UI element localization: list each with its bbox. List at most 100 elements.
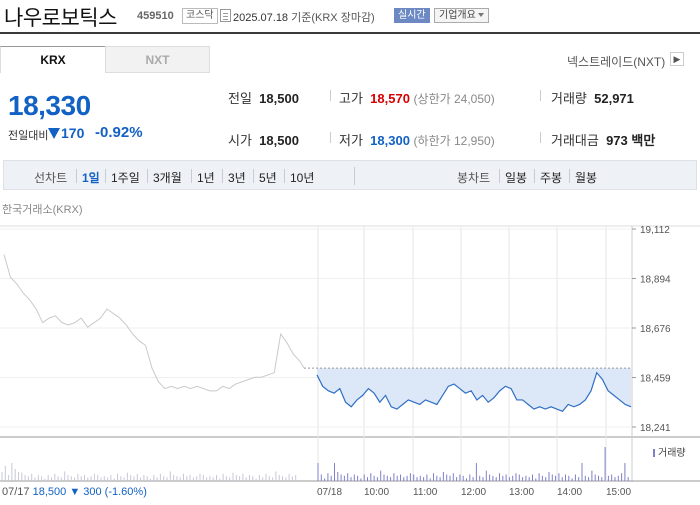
divider xyxy=(105,169,106,183)
divider xyxy=(330,132,331,143)
period-5y[interactable]: 5년 xyxy=(259,171,277,185)
y-tick-label: 18,894 xyxy=(640,275,671,286)
nextrade-link[interactable]: 넥스트레이드(NXT) xyxy=(567,55,666,69)
date-info: 2025.07.18 기준(KRX 장마감) xyxy=(233,9,375,25)
change-percent: -0.92% xyxy=(95,124,143,141)
stat-value: 18,570 xyxy=(370,91,410,106)
period-3y[interactable]: 3년 xyxy=(228,171,246,185)
stat-unit: 백만 xyxy=(631,133,656,148)
y-tick-label: 18,241 xyxy=(640,423,671,434)
current-price: 18,330 xyxy=(8,90,91,121)
divider xyxy=(540,132,541,143)
volume-bars xyxy=(1,447,629,481)
y-tick-label: 18,459 xyxy=(640,374,671,385)
chevron-down-icon xyxy=(477,13,484,18)
stock-header: 나우로보틱스 459510 코스닥 2025.07.18 기준(KRX 장마감)… xyxy=(0,0,700,34)
summary-change-pct: (-1.60%) xyxy=(104,486,147,498)
period-3m[interactable]: 3개월 xyxy=(153,171,182,185)
y-tick-label: 18,676 xyxy=(640,324,671,335)
stat-open: 시가 18,500 xyxy=(228,130,299,149)
volume-legend: 거래량 xyxy=(653,444,686,459)
candle-chart-label: 봉차트 xyxy=(457,171,491,185)
change-label: 전일대비 xyxy=(8,130,49,142)
chevron-right-icon[interactable]: ▶ xyxy=(670,52,684,66)
line-chart-label: 선차트 xyxy=(34,171,68,185)
divider xyxy=(569,169,570,183)
date-suffix: 기준(KRX 장마감) xyxy=(291,12,375,24)
stat-label: 시가 xyxy=(228,133,252,148)
tab-nxt[interactable]: NXT xyxy=(105,46,210,73)
candle-monthly[interactable]: 월봉 xyxy=(575,171,598,185)
divider xyxy=(222,169,223,183)
x-tick-label: 11:00 xyxy=(413,487,438,498)
stat-value: 18,300 xyxy=(370,133,410,148)
divider xyxy=(284,169,285,183)
volume-legend-label: 거래량 xyxy=(658,448,686,459)
calendar-icon xyxy=(220,9,231,22)
stat-value: 18,500 xyxy=(259,91,299,106)
x-tick-label: 14:00 xyxy=(557,487,582,498)
prev-day-series-line xyxy=(3,254,301,392)
stat-low: 저가 18,300 (하한가 12,950) xyxy=(339,130,495,149)
stat-label: 고가 xyxy=(339,91,363,106)
stat-amount: 거래대금 973 백만 xyxy=(551,130,655,149)
x-tick-label: 10:00 xyxy=(364,487,389,498)
candle-daily[interactable]: 일봉 xyxy=(505,171,528,185)
x-tick-label: 12:00 xyxy=(461,487,486,498)
prev-day-summary: 07/17 18,500 ▼ 300 (-1.60%) xyxy=(2,486,147,498)
realtime-button[interactable]: 실시간 xyxy=(394,8,430,23)
stat-lower-limit: (하한가 12,950) xyxy=(413,134,495,148)
date-value: 2025.07.18 xyxy=(233,12,289,24)
company-overview-label: 기업개요 xyxy=(439,10,476,21)
chart-grid xyxy=(0,225,700,482)
stat-label: 거래대금 xyxy=(551,133,599,148)
summary-change: ▼ 300 xyxy=(69,486,102,498)
y-axis: 19,112 18,894 18,676 18,459 18,241 xyxy=(632,225,671,434)
below-reference-fill xyxy=(317,368,631,412)
x-tick-label: 13:00 xyxy=(509,487,534,498)
stat-prev-close: 전일 18,500 xyxy=(228,88,299,107)
period-1w[interactable]: 1주일 xyxy=(111,171,140,185)
summary-price: 18,500 xyxy=(32,486,67,498)
period-1y[interactable]: 1년 xyxy=(197,171,215,185)
divider xyxy=(354,167,355,185)
today-series-line xyxy=(316,371,632,413)
period-10y[interactable]: 10년 xyxy=(290,171,315,185)
x-tick-label: 15:00 xyxy=(606,487,631,498)
stat-label: 거래량 xyxy=(551,91,587,106)
divider xyxy=(534,169,535,183)
stat-value: 18,500 xyxy=(259,133,299,148)
y-tick-label: 19,112 xyxy=(640,225,670,236)
series-connector xyxy=(299,361,305,369)
down-triangle-icon xyxy=(48,128,60,139)
volume-legend-swatch xyxy=(653,449,655,457)
candle-weekly[interactable]: 주봉 xyxy=(540,171,563,185)
divider xyxy=(147,169,148,183)
divider xyxy=(540,90,541,101)
stat-value: 52,971 xyxy=(594,91,634,106)
summary-date: 07/17 xyxy=(2,486,30,498)
company-overview-dropdown[interactable]: 기업개요 xyxy=(434,8,489,23)
tab-krx[interactable]: KRX xyxy=(0,46,105,73)
stat-value: 973 xyxy=(606,133,628,148)
divider xyxy=(76,169,77,183)
exchange-label: 한국거래소(KRX) xyxy=(2,204,83,216)
stock-name: 나우로보틱스 xyxy=(4,7,117,30)
period-1d[interactable]: 1일 xyxy=(82,171,100,185)
stat-label: 저가 xyxy=(339,133,363,148)
divider xyxy=(253,169,254,183)
stat-high: 고가 18,570 (상한가 24,050) xyxy=(339,88,495,107)
stock-code: 459510 xyxy=(137,10,174,22)
divider xyxy=(191,169,192,183)
market-badge: 코스닥 xyxy=(182,8,218,24)
x-axis: 07/18 10:00 11:00 12:00 13:00 14:00 15:00 xyxy=(317,487,631,498)
period-bar: 선차트 1일 1주일 3개월 1년 3년 5년 10년 봉차트 일봉 주봉 월봉 xyxy=(3,160,697,190)
change-value: 170 xyxy=(61,125,85,141)
divider xyxy=(330,90,331,101)
stat-volume: 거래량 52,971 xyxy=(551,88,634,107)
stat-upper-limit: (상한가 24,050) xyxy=(413,92,495,106)
divider xyxy=(499,169,500,183)
stat-label: 전일 xyxy=(228,91,252,106)
x-tick-label: 07/18 xyxy=(317,487,342,498)
